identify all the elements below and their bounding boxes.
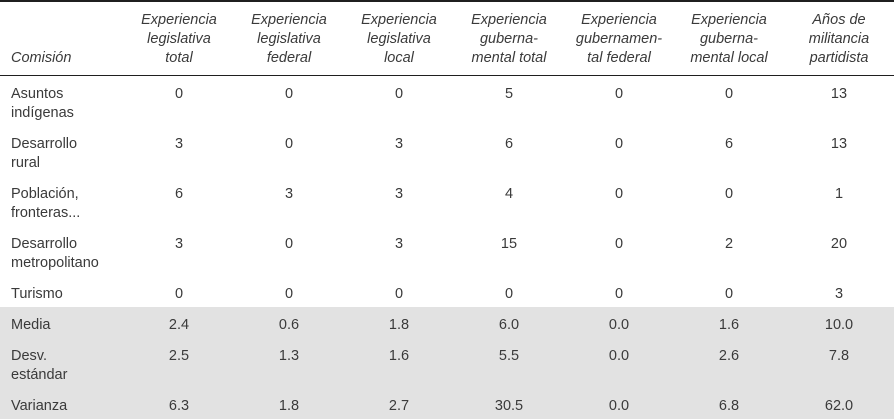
data-cell: 13 (830, 136, 848, 152)
table-row-desv-estandar: Desv. estándar 2.5 1.3 1.6 5.5 0.0 2.6 7… (0, 338, 894, 388)
data-cell: 62.0 (824, 398, 854, 414)
data-cell: 2 (724, 236, 734, 252)
data-cell: 1.3 (278, 348, 300, 364)
data-cell: 0 (284, 236, 294, 252)
data-cell: 0 (504, 286, 514, 302)
data-cell: 13 (830, 86, 848, 102)
table-row-asuntos-indigenas: Asuntos indígenas 0 0 0 5 0 0 13 (0, 76, 894, 127)
header-experiencia-gubernamental-federal: Experiencia gubernamen- tal federal (564, 1, 674, 76)
header-experiencia-legislativa-local: Experiencia legislativa local (344, 1, 454, 76)
table-row-media: Media 2.4 0.6 1.8 6.0 0.0 1.6 10.0 (0, 307, 894, 338)
header-experiencia-legislativa-federal: Experiencia legislativa federal (234, 1, 344, 76)
data-cell: 2.7 (388, 398, 410, 414)
data-cell: 0 (614, 286, 624, 302)
data-cell: 0 (394, 286, 404, 302)
data-cell: 3 (174, 236, 184, 252)
data-cell: 10.0 (824, 317, 854, 333)
data-cell: 1 (834, 186, 844, 202)
data-cell: 5 (504, 86, 514, 102)
data-cell: 6 (504, 136, 514, 152)
row-label: Desv. estándar (11, 348, 68, 383)
data-cell: 15 (500, 236, 518, 252)
table-row-varianza: Varianza 6.3 1.8 2.7 30.5 0.0 6.8 62.0 (0, 388, 894, 419)
data-cell: 30.5 (494, 398, 524, 414)
header-comision: Comisión (0, 1, 124, 76)
data-cell: 0 (614, 86, 624, 102)
data-cell: 3 (174, 136, 184, 152)
data-cell: 1.8 (278, 398, 300, 414)
data-cell: 4 (504, 186, 514, 202)
header-experiencia-gubernamental-total: Experiencia guberna- mental total (454, 1, 564, 76)
row-label: Asuntos indígenas (11, 86, 74, 121)
data-cell: 0 (174, 286, 184, 302)
data-cell: 3 (394, 136, 404, 152)
header-experiencia-legislativa-total: Experiencia legislativa total (124, 1, 234, 76)
data-cell: 1.6 (388, 348, 410, 364)
data-cell: 0.0 (608, 317, 630, 333)
table-row-desarrollo-metropolitano: Desarrollo metropolitano 3 0 3 15 0 2 20 (0, 226, 894, 276)
data-cell: 6 (724, 136, 734, 152)
data-cell: 2.6 (718, 348, 740, 364)
data-cell: 3 (394, 236, 404, 252)
data-cell: 6.8 (718, 398, 740, 414)
data-cell: 20 (830, 236, 848, 252)
data-cell: 0 (614, 186, 624, 202)
data-cell: 1.6 (718, 317, 740, 333)
table-row-desarrollo-rural: Desarrollo rural 3 0 3 6 0 6 13 (0, 126, 894, 176)
row-label: Turismo (11, 286, 63, 302)
data-cell: 0 (614, 136, 624, 152)
data-cell: 6.0 (498, 317, 520, 333)
data-cell: 3 (284, 186, 294, 202)
header-row: Comisión Experiencia legislativa total E… (0, 1, 894, 76)
row-label: Desarrollo rural (11, 136, 78, 171)
data-cell: 0 (284, 136, 294, 152)
row-label: Población, fronteras... (11, 186, 81, 221)
data-cell: 2.5 (168, 348, 190, 364)
table-row-poblacion-fronteras: Población, fronteras... 6 3 3 4 0 0 1 (0, 176, 894, 226)
data-cell: 0.0 (608, 348, 630, 364)
data-cell: 3 (394, 186, 404, 202)
data-cell: 5.5 (498, 348, 520, 364)
data-cell: 0 (174, 86, 184, 102)
header-experiencia-gubernamental-local: Experiencia guberna- mental local (674, 1, 784, 76)
data-cell: 6.3 (168, 398, 190, 414)
data-cell: 0 (614, 236, 624, 252)
data-cell: 0 (724, 86, 734, 102)
data-cell: 0 (724, 186, 734, 202)
row-label: Varianza (11, 398, 68, 414)
data-cell: 0.0 (608, 398, 630, 414)
data-cell: 0 (394, 86, 404, 102)
data-cell: 0 (284, 86, 294, 102)
data-cell: 7.8 (828, 348, 850, 364)
data-cell: 0 (284, 286, 294, 302)
table-row-turismo: Turismo 0 0 0 0 0 0 3 (0, 276, 894, 307)
header-anos-militancia-partidista: Años de militancia partidista (784, 1, 894, 76)
data-cell: 6 (174, 186, 184, 202)
data-cell: 1.8 (388, 317, 410, 333)
data-cell: 0 (724, 286, 734, 302)
data-cell: 3 (834, 286, 844, 302)
data-cell: 0.6 (278, 317, 300, 333)
row-label: Desarrollo metropolitano (11, 236, 99, 271)
data-cell: 2.4 (168, 317, 190, 333)
row-label: Media (11, 317, 51, 333)
